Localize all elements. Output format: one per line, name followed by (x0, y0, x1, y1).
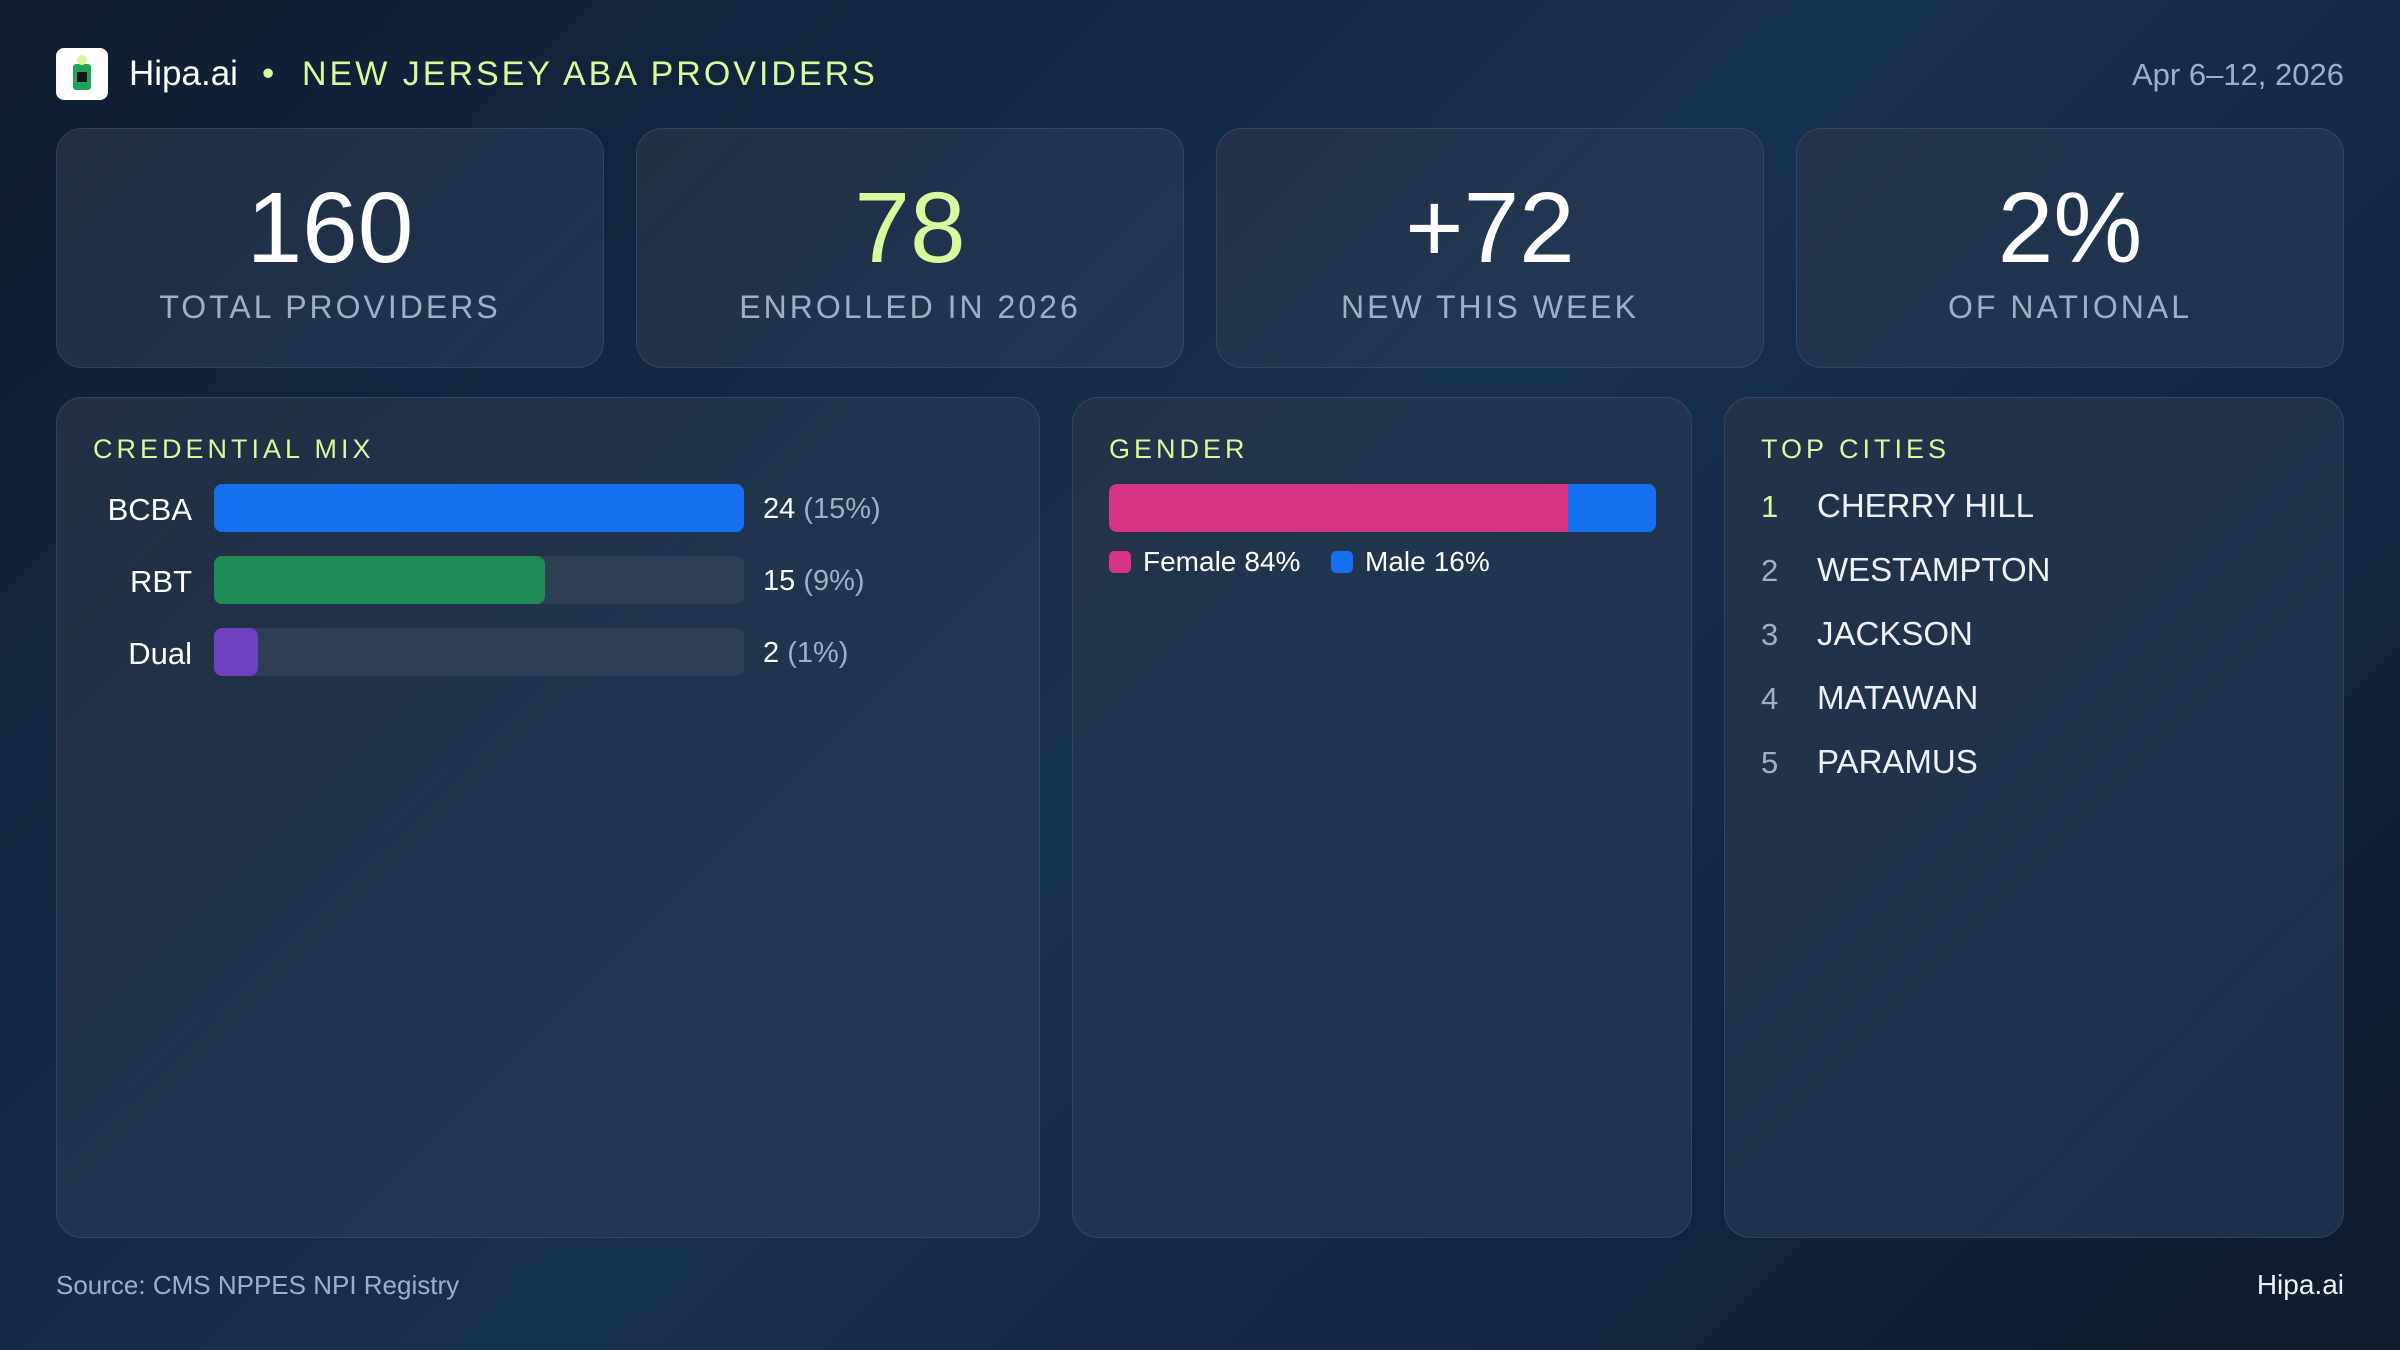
city-rank: 2 (1761, 553, 1779, 588)
panel-title: TOP CITIES (1761, 434, 1951, 464)
city-rank: 3 (1761, 617, 1779, 652)
legend-value: 84% (1244, 546, 1301, 577)
bar-track (214, 628, 744, 676)
logo (56, 48, 108, 100)
share: (1%) (787, 637, 849, 669)
bar (214, 484, 744, 532)
brand: Hipa.ai (129, 54, 238, 93)
kpi-card: 78 ENROLLED IN 2026 (636, 128, 1184, 368)
count: 24 (763, 493, 796, 525)
separator: • (262, 54, 275, 93)
bar (214, 628, 259, 676)
kpi-card: 2% OF NATIONAL (1796, 128, 2344, 368)
value-label: 15 (9%) (763, 565, 865, 598)
logo-icon (73, 55, 91, 90)
kpi-label: NEW THIS WEEK (1341, 289, 1639, 325)
gender-panel: GENDER Female 84% Male 16% (1072, 397, 1692, 1238)
date-range: Apr 6–12, 2026 (2131, 57, 2344, 92)
bar-track (214, 556, 744, 604)
city-rank: 1 (1761, 489, 1779, 524)
panel-title: CREDENTIAL MIX (93, 434, 375, 464)
legend-value: 16% (1433, 546, 1490, 577)
legend-swatch (1109, 551, 1131, 573)
kpi-value: 2% (1997, 172, 2143, 284)
city-name: MATAWAN (1817, 679, 1979, 716)
bar (214, 556, 546, 604)
city-name: PARAMUS (1817, 743, 1978, 780)
city-name: WESTAMPTON (1817, 551, 2051, 588)
city-name: CHERRY HILL (1817, 487, 2035, 524)
category-label: BCBA (107, 492, 192, 527)
legend-item: Female 84% (1109, 546, 1300, 578)
legend-swatch (1331, 551, 1353, 573)
category-label: Dual (128, 636, 192, 671)
city-rank: 5 (1761, 745, 1779, 780)
kpi-value: +72 (1405, 172, 1575, 284)
city-rank: 4 (1761, 681, 1779, 716)
bar-track (214, 484, 744, 532)
category-label: RBT (130, 564, 192, 599)
cities-panel: TOP CITIES 1 CHERRY HILL 2 WESTAMPTON 3 JACKS… (1724, 397, 2344, 1238)
legend-item: Male 16% (1331, 546, 1490, 578)
footer-brand: Hipa.ai (2256, 1269, 2344, 1300)
kpi-card: 160 TOTAL PROVIDERS (56, 128, 604, 368)
credential-panel: CREDENTIAL MIX BCBA 24 (15%) RBT 15 (9%) Dua… (56, 397, 1040, 1238)
share: (9%) (803, 565, 865, 597)
kpi-value: 78 (854, 172, 966, 284)
bar-segment (1568, 484, 1656, 532)
count: 2 (763, 637, 780, 669)
panel-title: GENDER (1109, 434, 1249, 464)
value-label: 24 (15%) (763, 493, 881, 526)
kpi-value: 160 (246, 172, 414, 284)
source: Source: CMS NPPES NPI Registry (56, 1270, 460, 1300)
kpi-card: +72 NEW THIS WEEK (1216, 128, 1764, 368)
bar-segment (1109, 484, 1569, 532)
kpi-label: TOTAL PROVIDERS (159, 289, 501, 325)
kpi-label: OF NATIONAL (1948, 289, 2192, 325)
count: 15 (763, 565, 796, 597)
legend-name: Male (1365, 546, 1426, 577)
gender-bar (1109, 484, 1656, 532)
legend-name: Female (1143, 546, 1237, 577)
kpi-label: ENROLLED IN 2026 (739, 289, 1081, 325)
share: (15%) (803, 493, 881, 525)
page-title: NEW JERSEY ABA PROVIDERS (302, 55, 878, 93)
city-name: JACKSON (1817, 615, 1973, 652)
value-label: 2 (1%) (763, 637, 848, 670)
